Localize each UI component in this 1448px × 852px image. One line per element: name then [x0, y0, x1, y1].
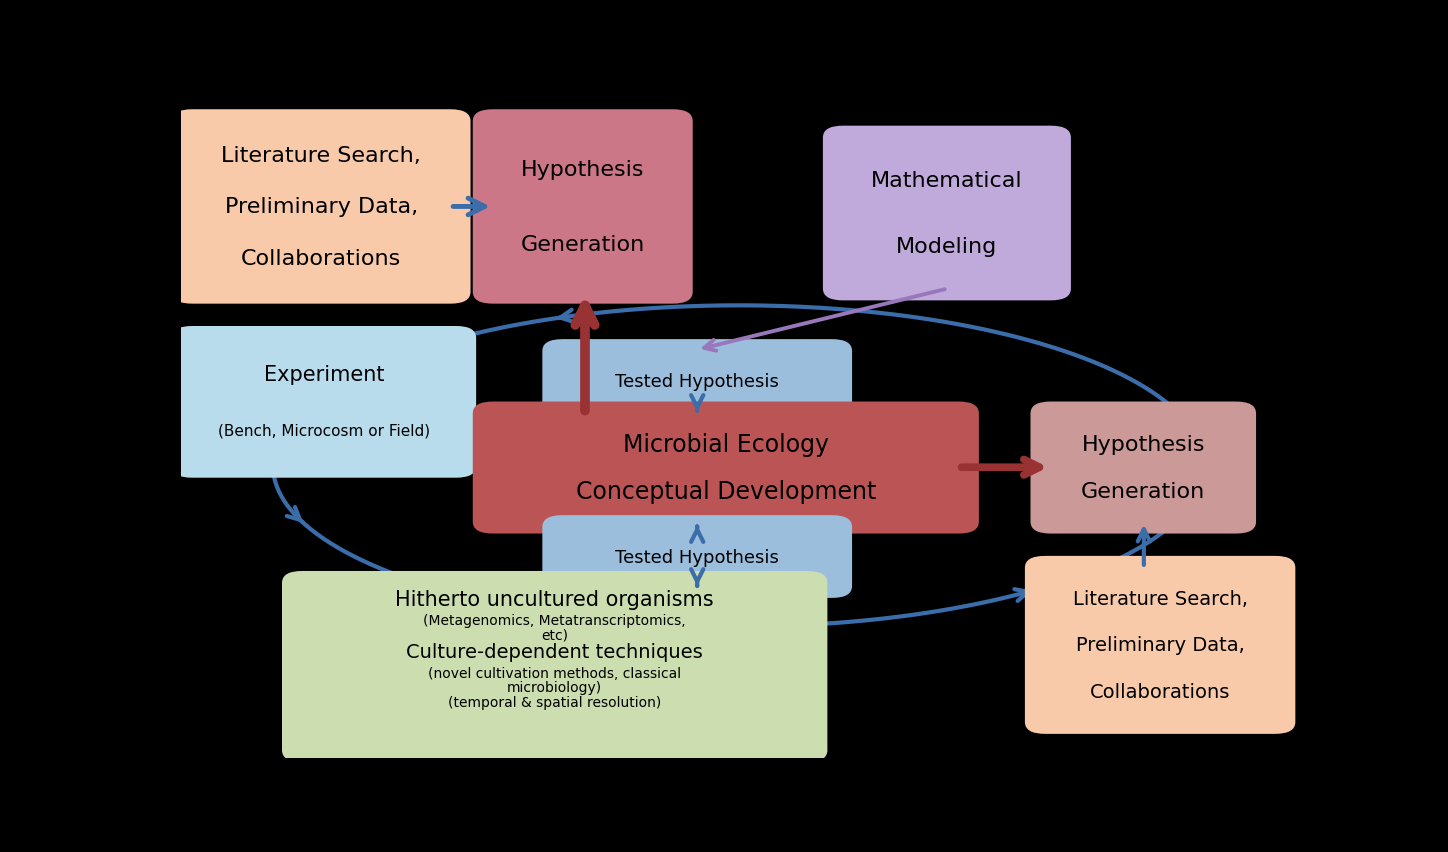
- FancyBboxPatch shape: [1031, 402, 1255, 534]
- Text: Literature Search,: Literature Search,: [222, 146, 421, 165]
- Text: Generation: Generation: [521, 234, 644, 254]
- Text: etc): etc): [542, 628, 568, 642]
- Text: Modeling: Modeling: [896, 237, 998, 256]
- Text: (Bench, Microcosm or Field): (Bench, Microcosm or Field): [219, 423, 430, 438]
- FancyBboxPatch shape: [1025, 556, 1296, 734]
- Text: Culture-dependent techniques: Culture-dependent techniques: [407, 642, 704, 661]
- FancyBboxPatch shape: [822, 126, 1072, 301]
- Text: Hypothesis: Hypothesis: [521, 160, 644, 180]
- Text: (novel cultivation methods, classical: (novel cultivation methods, classical: [429, 666, 681, 680]
- Text: Tested Hypothesis: Tested Hypothesis: [615, 372, 779, 390]
- Text: Conceptual Development: Conceptual Development: [576, 480, 876, 504]
- FancyBboxPatch shape: [472, 402, 979, 534]
- FancyBboxPatch shape: [172, 110, 471, 304]
- Text: (temporal & spatial resolution): (temporal & spatial resolution): [447, 695, 662, 709]
- FancyBboxPatch shape: [543, 515, 851, 598]
- Text: Collaborations: Collaborations: [242, 249, 401, 269]
- Text: Preliminary Data,: Preliminary Data,: [1076, 636, 1244, 654]
- Text: Experiment: Experiment: [264, 365, 384, 384]
- Text: Generation: Generation: [1082, 481, 1205, 502]
- Text: Tested Hypothesis: Tested Hypothesis: [615, 548, 779, 566]
- Text: Hypothesis: Hypothesis: [1082, 435, 1205, 454]
- FancyBboxPatch shape: [472, 110, 692, 304]
- Text: Mathematical: Mathematical: [872, 171, 1022, 191]
- Text: microbiology): microbiology): [507, 681, 602, 694]
- Text: Hitherto uncultured organisms: Hitherto uncultured organisms: [395, 590, 714, 609]
- Text: Preliminary Data,: Preliminary Data,: [224, 197, 418, 217]
- Text: (Metagenomics, Metatranscriptomics,: (Metagenomics, Metatranscriptomics,: [423, 613, 686, 628]
- Text: Microbial Ecology: Microbial Ecology: [623, 433, 828, 457]
- Text: Literature Search,: Literature Search,: [1073, 589, 1248, 607]
- FancyBboxPatch shape: [543, 340, 851, 423]
- FancyBboxPatch shape: [282, 572, 827, 763]
- FancyBboxPatch shape: [172, 326, 476, 478]
- Text: Collaborations: Collaborations: [1090, 682, 1231, 701]
